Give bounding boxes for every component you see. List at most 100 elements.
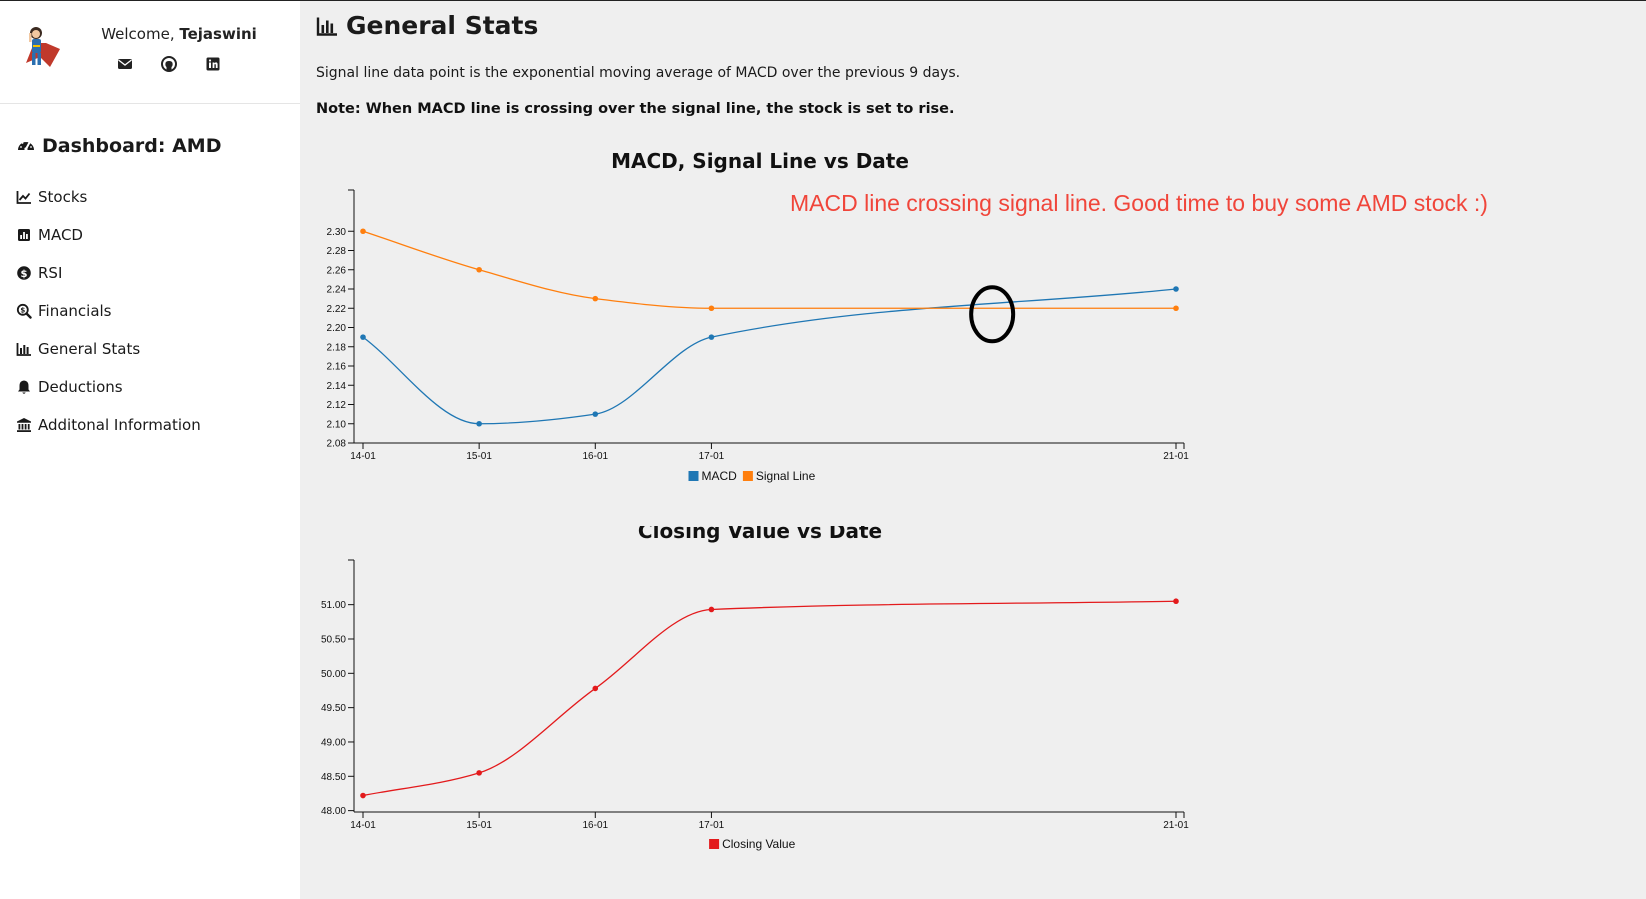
social-links [112, 55, 252, 75]
y-tick-label: 2.30 [327, 227, 347, 238]
avatar [26, 27, 60, 67]
y-tick-label: 48.50 [321, 772, 346, 783]
sidebar-item-label: General Stats [38, 340, 141, 358]
legend-label: MACD [702, 469, 738, 483]
top-border [0, 0, 1646, 1]
legend-swatch [688, 471, 699, 481]
y-tick-label: 2.18 [327, 342, 347, 353]
x-tick-label: 14-01 [350, 820, 376, 831]
y-tick-label: 2.22 [327, 304, 347, 315]
line-chart-icon [16, 191, 31, 204]
data-point [360, 792, 366, 799]
x-tick-label: 15-01 [466, 820, 492, 831]
data-point [708, 606, 715, 613]
bank-icon [17, 418, 31, 432]
data-point [708, 305, 715, 312]
y-tick-label: 2.14 [327, 381, 347, 392]
user-name: Tejaswini [179, 25, 257, 43]
y-tick-label: 49.50 [321, 703, 346, 714]
envelope-icon[interactable] [116, 55, 134, 73]
page-title: General Stats [316, 11, 538, 40]
legend-label: Closing Value [722, 837, 795, 851]
sidebar-item-rsi[interactable]: $ RSI [16, 254, 286, 292]
series-line [362, 288, 1177, 425]
sidebar: Welcome, Tejaswini [0, 1, 300, 899]
x-tick-label: 17-01 [699, 820, 725, 831]
sidebar-item-deductions[interactable]: Deductions [16, 368, 286, 406]
y-tick-label: 50.00 [321, 669, 346, 680]
data-point [1173, 598, 1179, 605]
dashboard-title-text: Dashboard: AMD [42, 135, 222, 157]
data-point [360, 334, 366, 340]
chart-bar-icon [16, 343, 31, 356]
x-tick-label: 16-01 [582, 820, 608, 831]
description-text: Signal line data point is the exponentia… [316, 65, 961, 81]
sidebar-item-stocks[interactable]: Stocks [16, 178, 286, 216]
crossing-highlight-circle [969, 285, 1016, 344]
sidebar-item-label: RSI [38, 264, 63, 282]
linkedin-icon[interactable] [204, 55, 222, 73]
y-tick-label: 2.24 [327, 285, 347, 296]
data-point [1173, 286, 1179, 292]
data-point [476, 266, 482, 273]
y-tick-label: 2.12 [327, 400, 347, 411]
y-tick-label: 2.26 [327, 265, 347, 276]
data-point [476, 420, 482, 427]
legend-swatch [742, 471, 753, 481]
data-point [1173, 305, 1179, 312]
sidebar-item-additional-information[interactable]: Additonal Information [16, 406, 286, 444]
svg-text:$: $ [20, 307, 25, 315]
annotation-text: MACD line crossing signal line. Good tim… [790, 190, 1488, 216]
sidebar-item-label: Additonal Information [38, 416, 201, 434]
y-tick-label: 2.28 [327, 246, 347, 257]
y-tick-label: 2.20 [327, 323, 347, 334]
data-point [592, 295, 599, 302]
y-tick-label: 2.10 [327, 419, 347, 430]
sidebar-item-financials[interactable]: $ Financials [16, 292, 286, 330]
x-tick-label: 14-01 [350, 451, 376, 462]
svg-text:$: $ [21, 269, 28, 280]
welcome-text: Welcome, Tejaswini [100, 25, 258, 43]
x-tick-label: 17-01 [699, 451, 725, 462]
closing-value-chart: Closing Value vs Date 48.00 48.50 49.00 49.5… [321, 526, 1189, 851]
legend-swatch [709, 839, 720, 849]
y-tick-label: 49.00 [321, 737, 346, 748]
series-line [362, 600, 1177, 797]
chart-title: Closing Value vs Date [638, 526, 882, 543]
chart-title: MACD, Signal Line vs Date [611, 149, 909, 173]
y-tick-label: 48.00 [321, 806, 346, 817]
x-tick-label: 16-01 [582, 451, 608, 462]
profile-header: Welcome, Tejaswini [0, 1, 300, 104]
series-line [362, 230, 1176, 309]
sidebar-item-label: MACD [38, 226, 83, 244]
main-content: General Stats Signal line data point is … [300, 1, 1646, 899]
y-tick-label: 50.50 [321, 634, 346, 645]
github-icon[interactable] [160, 55, 178, 73]
x-tick-label: 15-01 [466, 451, 492, 462]
data-point [360, 228, 366, 235]
sidebar-item-label: Financials [38, 302, 112, 320]
dashboard-title: Dashboard: AMD [16, 135, 221, 157]
data-point [708, 334, 715, 340]
chart-bar-icon [316, 17, 337, 36]
x-tick-label: 21-01 [1163, 820, 1189, 831]
data-point [476, 770, 482, 776]
legend-label: Signal Line [756, 469, 816, 483]
sidebar-item-macd[interactable]: MACD [16, 216, 286, 254]
note-text: Note: When MACD line is crossing over th… [316, 101, 955, 117]
sidebar-item-label: Deductions [38, 378, 123, 396]
sidebar-item-general-stats[interactable]: General Stats [16, 330, 286, 368]
y-tick-label: 51.00 [321, 600, 346, 611]
data-point [592, 685, 599, 692]
sidebar-item-label: Stocks [38, 188, 88, 206]
tachometer-icon [18, 140, 34, 151]
sidebar-nav: Stocks MACD $ RSI $ Financials [16, 178, 286, 444]
y-tick-label: 2.16 [327, 362, 347, 373]
dollar-circle-icon: $ [17, 266, 31, 280]
bar-chart-icon [18, 229, 30, 241]
search-dollar-icon: $ [16, 303, 32, 319]
macd-signal-chart: MACD, Signal Line vs Date 2.08 2.10 2.12 2.1… [327, 149, 1488, 483]
x-tick-label: 21-01 [1163, 451, 1189, 462]
page-title-text: General Stats [346, 11, 539, 40]
y-tick-label: 2.08 [327, 439, 347, 450]
